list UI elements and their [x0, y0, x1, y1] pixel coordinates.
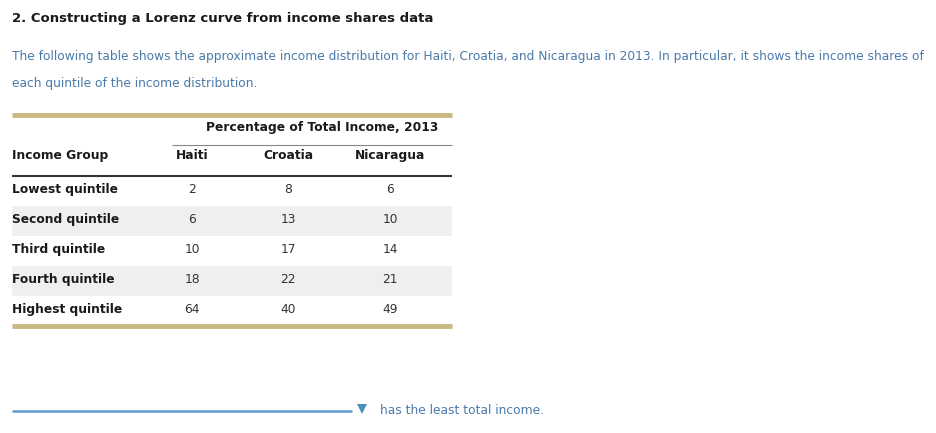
Text: 17: 17: [280, 243, 296, 256]
Text: 14: 14: [382, 243, 397, 256]
Text: 18: 18: [184, 273, 199, 286]
Text: 40: 40: [280, 303, 296, 316]
Text: Third quintile: Third quintile: [12, 243, 105, 256]
Text: 10: 10: [184, 243, 199, 256]
Text: 13: 13: [280, 213, 296, 226]
Text: 2. Constructing a Lorenz curve from income shares data: 2. Constructing a Lorenz curve from inco…: [12, 12, 433, 25]
Text: Income Group: Income Group: [12, 149, 109, 162]
Text: Percentage of Total Income, 2013: Percentage of Total Income, 2013: [206, 121, 438, 134]
Text: 6: 6: [386, 183, 393, 196]
Text: 10: 10: [382, 213, 397, 226]
Text: Fourth quintile: Fourth quintile: [12, 273, 114, 286]
Text: Haiti: Haiti: [176, 149, 208, 162]
FancyBboxPatch shape: [12, 266, 451, 296]
Text: 8: 8: [284, 183, 292, 196]
Text: Nicaragua: Nicaragua: [355, 149, 425, 162]
Text: 6: 6: [188, 213, 196, 226]
Text: has the least total income.: has the least total income.: [380, 404, 544, 417]
Text: 21: 21: [382, 273, 397, 286]
Text: each quintile of the income distribution.: each quintile of the income distribution…: [12, 77, 257, 90]
Text: Croatia: Croatia: [263, 149, 313, 162]
Text: 22: 22: [280, 273, 296, 286]
Text: The following table shows the approximate income distribution for Haiti, Croatia: The following table shows the approximat…: [12, 50, 923, 63]
Text: 64: 64: [184, 303, 199, 316]
Text: 49: 49: [382, 303, 397, 316]
FancyBboxPatch shape: [12, 206, 451, 236]
Text: Lowest quintile: Lowest quintile: [12, 183, 118, 196]
Text: 2: 2: [188, 183, 196, 196]
Text: Highest quintile: Highest quintile: [12, 303, 122, 316]
Text: Second quintile: Second quintile: [12, 213, 119, 226]
